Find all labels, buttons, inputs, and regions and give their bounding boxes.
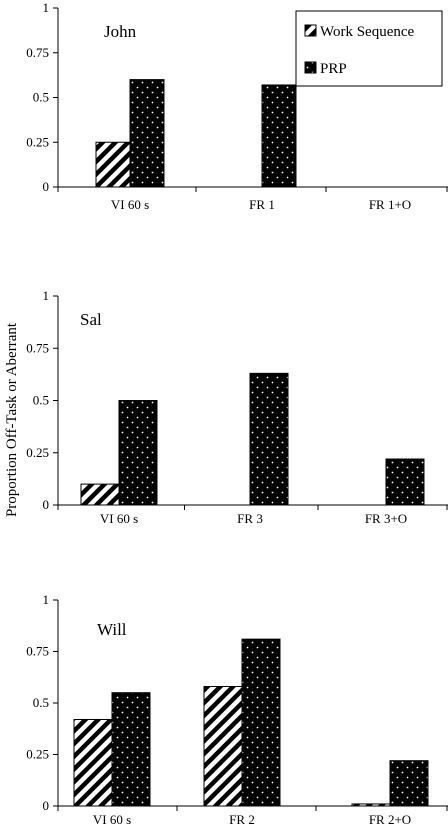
bar-prp (385, 458, 425, 506)
x-tick-label: FR 1+O (369, 197, 411, 212)
panel-title: Will (97, 620, 127, 639)
y-tick-label: 0.25 (26, 445, 49, 460)
bar-prp (129, 79, 165, 188)
legend-swatch (304, 24, 317, 37)
y-tick-label: 1 (43, 0, 50, 15)
y-tick-label: 0.25 (26, 747, 49, 762)
bar-prp (111, 692, 151, 807)
y-tick-label: 0 (43, 798, 50, 813)
legend: Work Sequence PRP (295, 10, 443, 87)
y-tick-label: 0 (43, 179, 50, 194)
bar-prp (118, 400, 158, 506)
bar-work-sequence (80, 483, 120, 506)
x-tick-label: VI 60 s (93, 812, 131, 827)
x-tick-label: FR 2 (229, 812, 255, 827)
x-tick-label: VI 60 s (111, 197, 149, 212)
y-tick-label: 0 (43, 497, 50, 512)
legend-box (295, 10, 443, 87)
bar-work-sequence (351, 803, 391, 807)
y-tick-label: 0.75 (26, 644, 49, 659)
y-axis-label: Proportion Off-Task or Aberrant (4, 322, 20, 517)
bar-prp (389, 760, 429, 807)
bar-prp (249, 372, 289, 506)
x-tick-label: VI 60 s (100, 511, 138, 526)
legend-swatch (304, 61, 317, 74)
y-tick-label: 0.5 (33, 90, 49, 105)
panel-title: Sal (80, 310, 102, 329)
y-tick-label: 0.5 (33, 393, 49, 408)
x-tick-label: FR 1 (249, 197, 275, 212)
y-tick-label: 0.75 (26, 45, 49, 60)
y-tick-label: 0.75 (26, 340, 49, 355)
x-tick-label: FR 3+O (365, 511, 407, 526)
bar-work-sequence (203, 686, 243, 807)
legend-label: PRP (320, 61, 347, 77)
x-tick-label: FR 2+O (369, 812, 411, 827)
chart-panel-sal: 0 0.25 0.5 0.75 1 VI 60 s FR 3 FR 3+O Sal (26, 288, 448, 526)
x-tick-label: FR 3 (237, 511, 263, 526)
legend-label: Work Sequence (320, 24, 415, 40)
bar-work-sequence (95, 141, 131, 188)
bar-prp (241, 638, 281, 807)
bar-work-sequence (73, 718, 113, 807)
y-tick-label: 0.25 (26, 134, 49, 149)
chart-panel-will: 0 0.25 0.5 0.75 1 VI 60 s FR 2 FR 2+O Will (26, 592, 448, 827)
panel-title: John (104, 22, 137, 41)
bar-prp (261, 84, 297, 188)
y-tick-label: 1 (43, 592, 50, 607)
y-tick-label: 1 (43, 288, 50, 303)
chart-panel-john: 0 0.25 0.5 0.75 1 VI 60 s FR 1 FR 1+O John Work S… (26, 0, 448, 212)
y-tick-label: 0.5 (33, 695, 49, 710)
